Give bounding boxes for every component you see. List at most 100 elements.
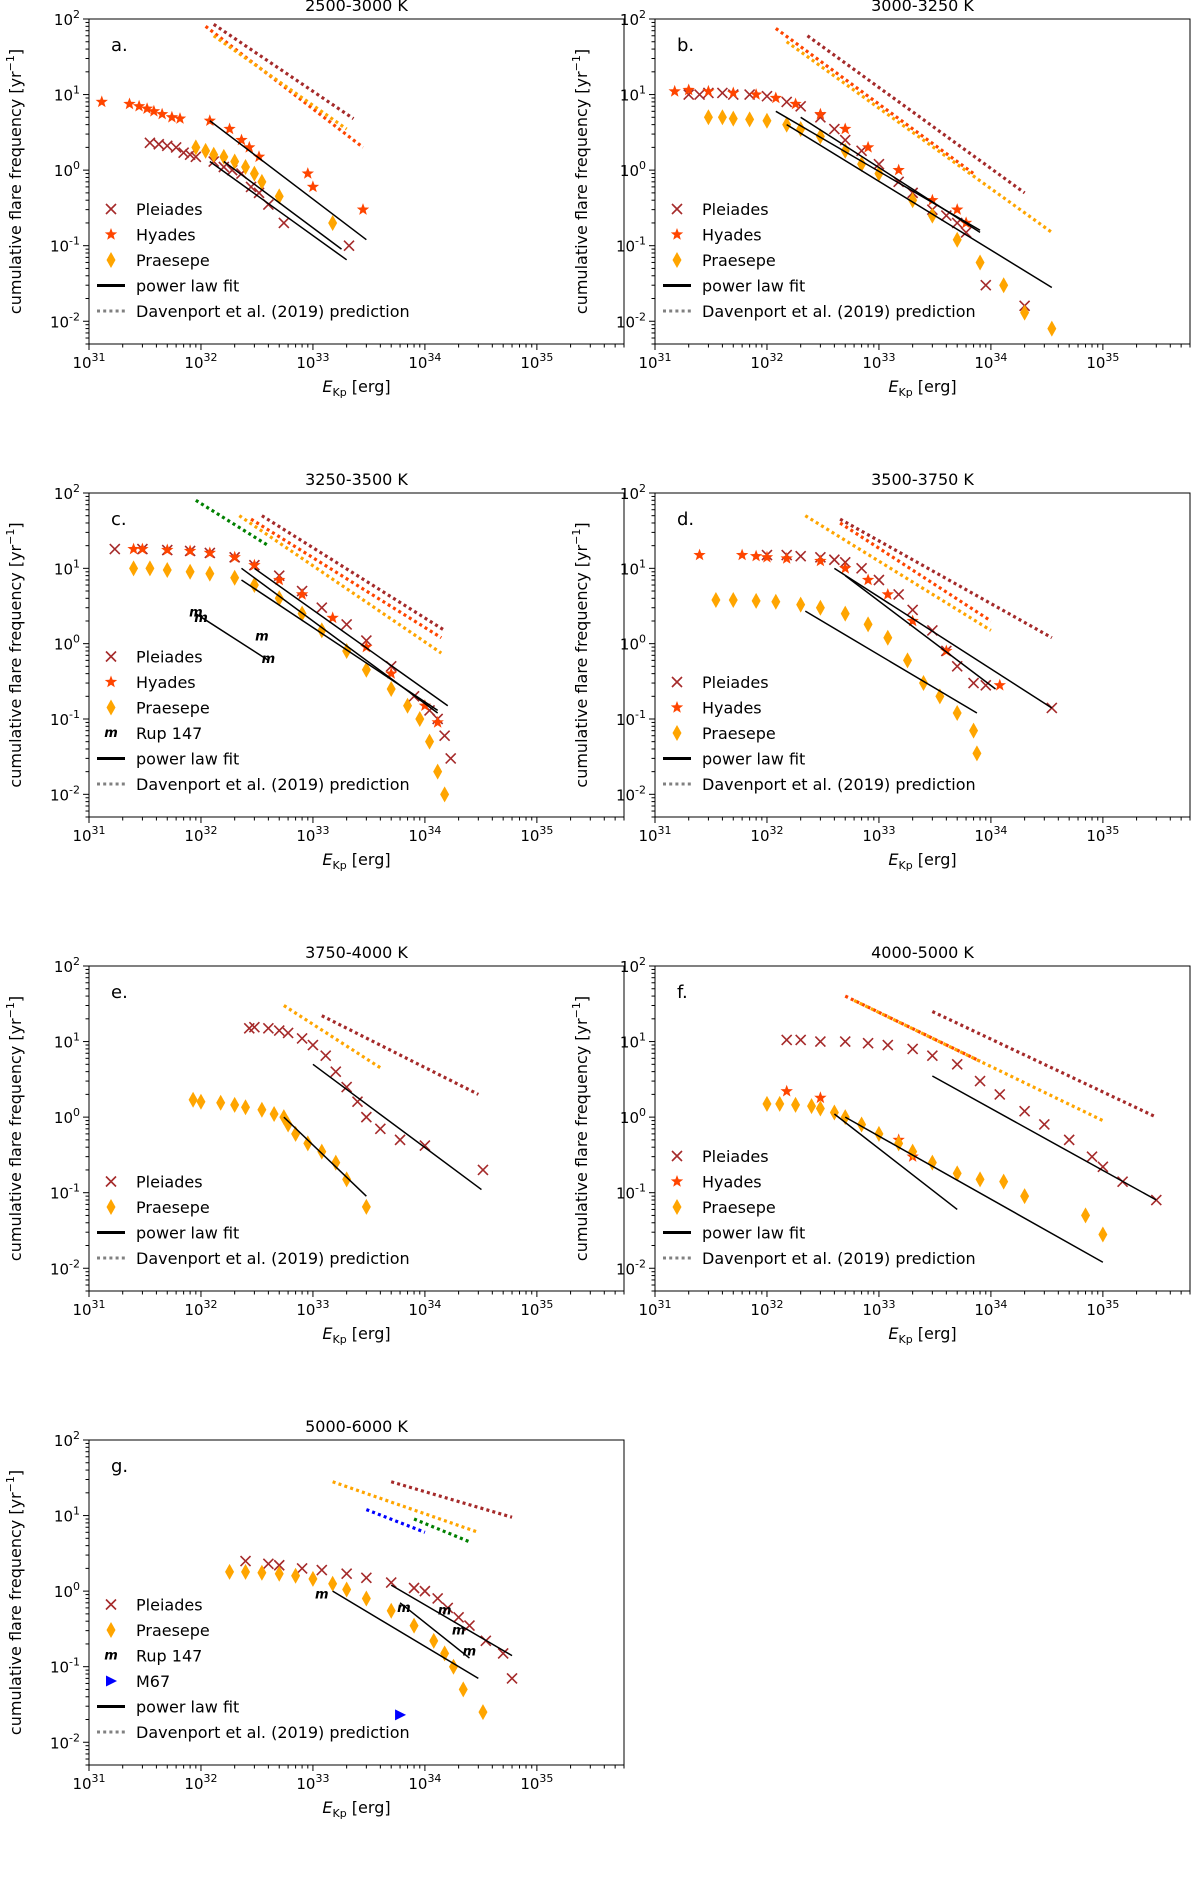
point-praesepe [219, 148, 229, 165]
legend-label: Davenport et al. (2019) prediction [702, 775, 976, 794]
y-tick-label: 10-1 [50, 1656, 80, 1677]
point-hyades [735, 548, 749, 561]
point-praesepe [185, 563, 195, 580]
y-axis-label: cumulative flare frequency [yr−1] [570, 522, 591, 787]
legend-marker-praesepe [106, 1199, 116, 1215]
point-pleiades [341, 618, 353, 630]
point-pleiades [178, 147, 190, 159]
prediction-pleiades [390, 1480, 513, 1519]
point-praesepe [840, 605, 850, 622]
point-pleiades [262, 1022, 274, 1034]
prediction-pleiades [261, 514, 446, 632]
point-hyades [223, 122, 236, 135]
legend-label: Praesepe [136, 1198, 210, 1217]
legend-label: Praesepe [136, 1621, 210, 1640]
point-hyades [243, 140, 256, 153]
point-praesepe [999, 277, 1009, 294]
legend-label: power law fit [136, 1698, 239, 1717]
y-tick-label: 102 [54, 955, 80, 976]
y-tick-label: 10-2 [616, 310, 646, 331]
point-pleiades [951, 1058, 963, 1070]
x-tick-label: 1034 [974, 1298, 1007, 1319]
x-tick-label: 1034 [974, 824, 1007, 845]
point-pleiades [360, 1111, 372, 1123]
point-praesepe [478, 1704, 488, 1721]
point-pleiades [153, 138, 165, 150]
x-tick-label: 1031 [638, 824, 671, 845]
legend-marker-pleiades [671, 1150, 683, 1162]
point-praesepe [751, 592, 761, 609]
y-tick-label: 101 [54, 557, 80, 578]
point-hyades [780, 552, 793, 564]
point-pleiades [320, 1050, 332, 1062]
point-hyades [814, 554, 827, 567]
panel-title: 3000-3250 K [871, 0, 974, 15]
point-praesepe [711, 591, 721, 608]
point-praesepe [975, 1171, 985, 1188]
y-tick-label: 10-2 [616, 1257, 646, 1278]
point-praesepe [257, 1564, 267, 1581]
point-hyades [780, 1084, 793, 1097]
point-pleiades [439, 730, 451, 742]
fit-pleiades [931, 1075, 1157, 1201]
x-axis-label: EKp [erg] [322, 850, 390, 872]
point-hyades [906, 614, 919, 627]
panel-label: d. [677, 509, 694, 530]
legend-marker-hyades [104, 228, 118, 240]
point-pleiades [273, 1024, 285, 1037]
point-praesepe [425, 733, 435, 750]
point-praesepe [269, 1105, 279, 1122]
point-pleiades [341, 1568, 353, 1580]
point-praesepe [969, 722, 979, 739]
panel-2: 3000-3250 K b. 1031 1032 1033 1034 1035 10-2 10-… [570, 0, 1191, 399]
y-tick-label: 10-1 [616, 708, 646, 729]
legend-marker-hyades [670, 701, 684, 713]
point-hyades [993, 678, 1006, 691]
point-praesepe [894, 1135, 904, 1152]
y-tick-label: 100 [54, 159, 80, 180]
point-praesepe [717, 109, 727, 126]
prediction-praesepe [212, 34, 348, 131]
point-pleiades [795, 1034, 807, 1046]
point-hyades [693, 548, 706, 561]
legend: Pleiades Hyades Praesepe power law fit Daven… [663, 200, 976, 321]
point-pleiades [1038, 1118, 1050, 1131]
point-praesepe [129, 560, 139, 577]
point-hyades [326, 611, 339, 624]
legend: Pleiades Praesepe m Rup 147 M67 power law fit… [97, 1596, 410, 1742]
point-pleiades [1086, 1151, 1098, 1163]
point-pleiades [716, 87, 728, 99]
y-axis-label: cumulative flare frequency [yr−1] [4, 522, 25, 787]
panel-1: 2500-3000 K a. 1031 1032 1033 1034 1035 10-2 10-… [4, 0, 625, 399]
legend-marker-m67 [106, 1675, 117, 1687]
x-tick-label: 1034 [408, 824, 441, 845]
legend-marker-pleiades [671, 676, 683, 688]
panel-title: 4000-5000 K [871, 943, 974, 962]
x-tick-label: 1035 [1086, 824, 1119, 845]
x-tick-label: 1031 [72, 824, 105, 845]
fit-praesepe [804, 610, 978, 714]
legend-marker-pleiades [105, 1175, 117, 1188]
point-praesepe [796, 596, 806, 613]
prediction-praesepe [853, 999, 1104, 1123]
point-praesepe [863, 616, 873, 633]
point-hyades [248, 558, 261, 571]
series-hyades [693, 548, 1006, 691]
x-tick-label: 1035 [1086, 1298, 1119, 1319]
fit-praesepe [223, 160, 342, 250]
point-hyades [814, 1091, 827, 1104]
y-axis-label: cumulative flare frequency [yr−1] [570, 49, 591, 314]
prediction-hyades [839, 521, 992, 623]
x-tick-label: 1032 [750, 824, 783, 845]
point-praesepe [257, 173, 267, 190]
y-tick-label: 100 [620, 159, 646, 180]
y-tick-label: 10-2 [50, 783, 80, 804]
point-praesepe [815, 1100, 825, 1117]
x-tick-label: 1031 [638, 1298, 671, 1319]
point-pleiades [980, 279, 992, 291]
x-tick-label: 1033 [296, 824, 329, 845]
fit-pleiades [312, 1063, 482, 1191]
point-praesepe [883, 629, 893, 646]
prediction-hyades [250, 517, 443, 640]
point-pleiades [893, 588, 905, 601]
